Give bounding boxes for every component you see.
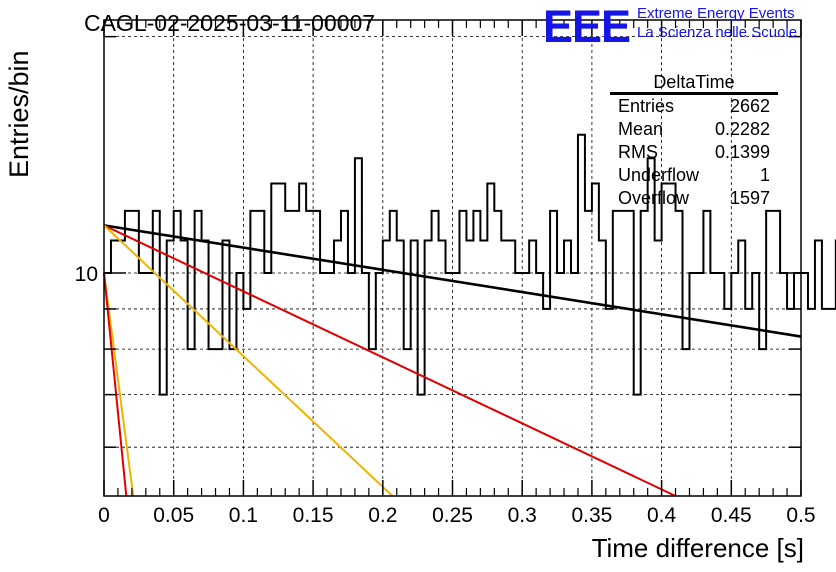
stats-label: Underflow bbox=[618, 165, 700, 185]
logo-line-1: Extreme Energy Events bbox=[637, 5, 795, 22]
x-tick-label: 0.35 bbox=[571, 504, 612, 527]
stats-value: 1 bbox=[759, 165, 770, 185]
logo-line-2: La Scienza nelle Scuole bbox=[637, 24, 798, 41]
x-tick-label: 0.5 bbox=[786, 504, 815, 527]
fit-curve bbox=[103, 272, 135, 497]
tick-labels: 0 0.05 0.1 0.15 0.2 0.25 0.3 0.35 0.4 0.45 0.5 10 bbox=[75, 263, 816, 527]
grid-lines bbox=[104, 20, 801, 496]
x-tick-label: 0.25 bbox=[432, 504, 473, 527]
stats-row: RMS 0.1399 bbox=[612, 141, 778, 164]
y-axis-label: Entries/bin bbox=[4, 50, 34, 178]
x-tick-label: 0.15 bbox=[293, 504, 334, 527]
stats-label: Entries bbox=[618, 96, 675, 116]
fit-curve bbox=[103, 224, 676, 497]
fit-curve bbox=[103, 272, 128, 497]
x-tick-label: 0.45 bbox=[711, 504, 752, 527]
fit-curve bbox=[103, 224, 802, 338]
x-tick-label: 0.4 bbox=[647, 504, 677, 527]
x-tick-label: 0 bbox=[98, 504, 110, 527]
stats-row: Mean 0.2282 bbox=[612, 118, 778, 141]
axis-ticks bbox=[103, 20, 802, 496]
stats-box: DeltaTime Entries 2662 Mean 0.2282 RMS 0.13… bbox=[610, 72, 778, 210]
stats-value: 2662 bbox=[729, 96, 770, 116]
stats-label: Mean bbox=[618, 119, 664, 139]
y-tick-label: 10 bbox=[75, 263, 98, 286]
histogram-series bbox=[104, 133, 836, 396]
stats-label: Overflow bbox=[618, 188, 690, 208]
stats-value: 1597 bbox=[729, 188, 770, 208]
stats-row: Overflow 1597 bbox=[612, 187, 778, 210]
stats-row: Underflow 1 bbox=[612, 164, 778, 187]
stats-value: 0.1399 bbox=[714, 142, 770, 162]
x-tick-label: 0.3 bbox=[508, 504, 537, 527]
stats-title: DeltaTime bbox=[610, 72, 778, 95]
stats-row: Entries 2662 bbox=[612, 95, 778, 118]
fit-curves bbox=[103, 224, 802, 497]
x-tick-label: 0.2 bbox=[368, 504, 397, 527]
eee-logo: EEE bbox=[543, 1, 631, 52]
fit-curve bbox=[103, 224, 394, 497]
stats-value: 0.2282 bbox=[714, 119, 770, 139]
stats-label: RMS bbox=[618, 142, 658, 162]
run-title: CAGL-02-2025-03-11-00007 bbox=[84, 10, 376, 36]
x-axis-label: Time difference [s] bbox=[591, 533, 804, 563]
x-tick-label: 0.1 bbox=[229, 504, 258, 527]
histogram-steps bbox=[104, 133, 836, 396]
x-tick-label: 0.05 bbox=[153, 504, 194, 527]
